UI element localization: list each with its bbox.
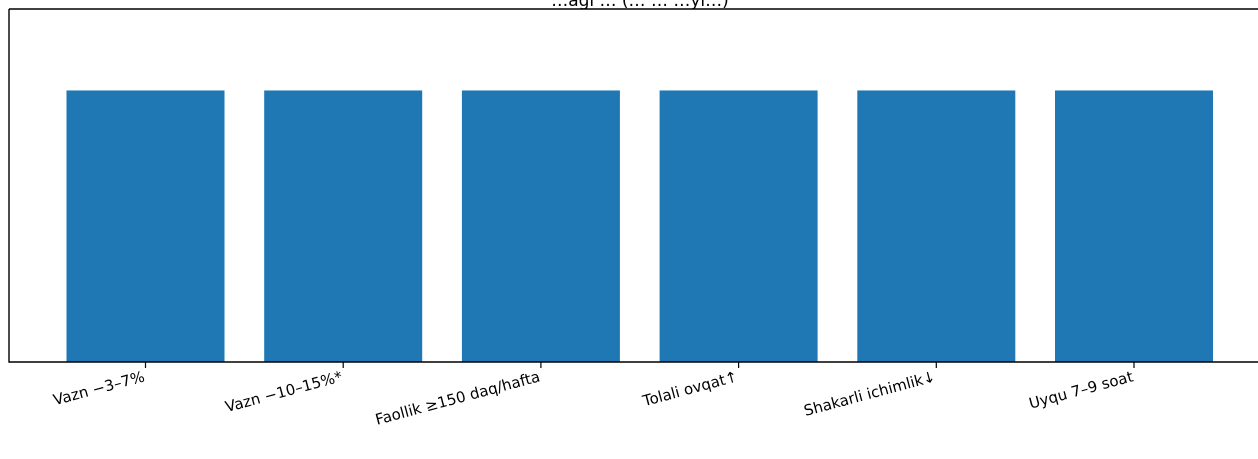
chart-title: …agi … (… … …yi…) — [551, 0, 729, 11]
bars-group — [66, 90, 1213, 362]
bar — [461, 90, 620, 362]
x-tick-label: Vazn −3–7% — [51, 367, 146, 409]
bar — [1055, 90, 1213, 362]
x-tick-label: Vazn −10–15%* — [223, 367, 344, 416]
x-ticks-group: Vazn −3–7% Vazn −10–15%* Faollik ≥150 daq/… — [51, 362, 1135, 429]
bar — [66, 90, 225, 362]
x-tick-label: Uyqu 7–9 soat — [1027, 367, 1135, 412]
x-tick-label: Faollik ≥150 daq/hafta — [373, 367, 542, 428]
bar — [264, 90, 423, 362]
bar — [659, 90, 818, 362]
axis-frame — [8, 8, 1258, 363]
x-tick-label: Shakarli ichimlik↓ — [802, 367, 937, 419]
x-tick-label: Tolali ovqat↑ — [640, 367, 740, 410]
axes-frame — [8, 8, 1258, 363]
bar — [857, 90, 1016, 362]
